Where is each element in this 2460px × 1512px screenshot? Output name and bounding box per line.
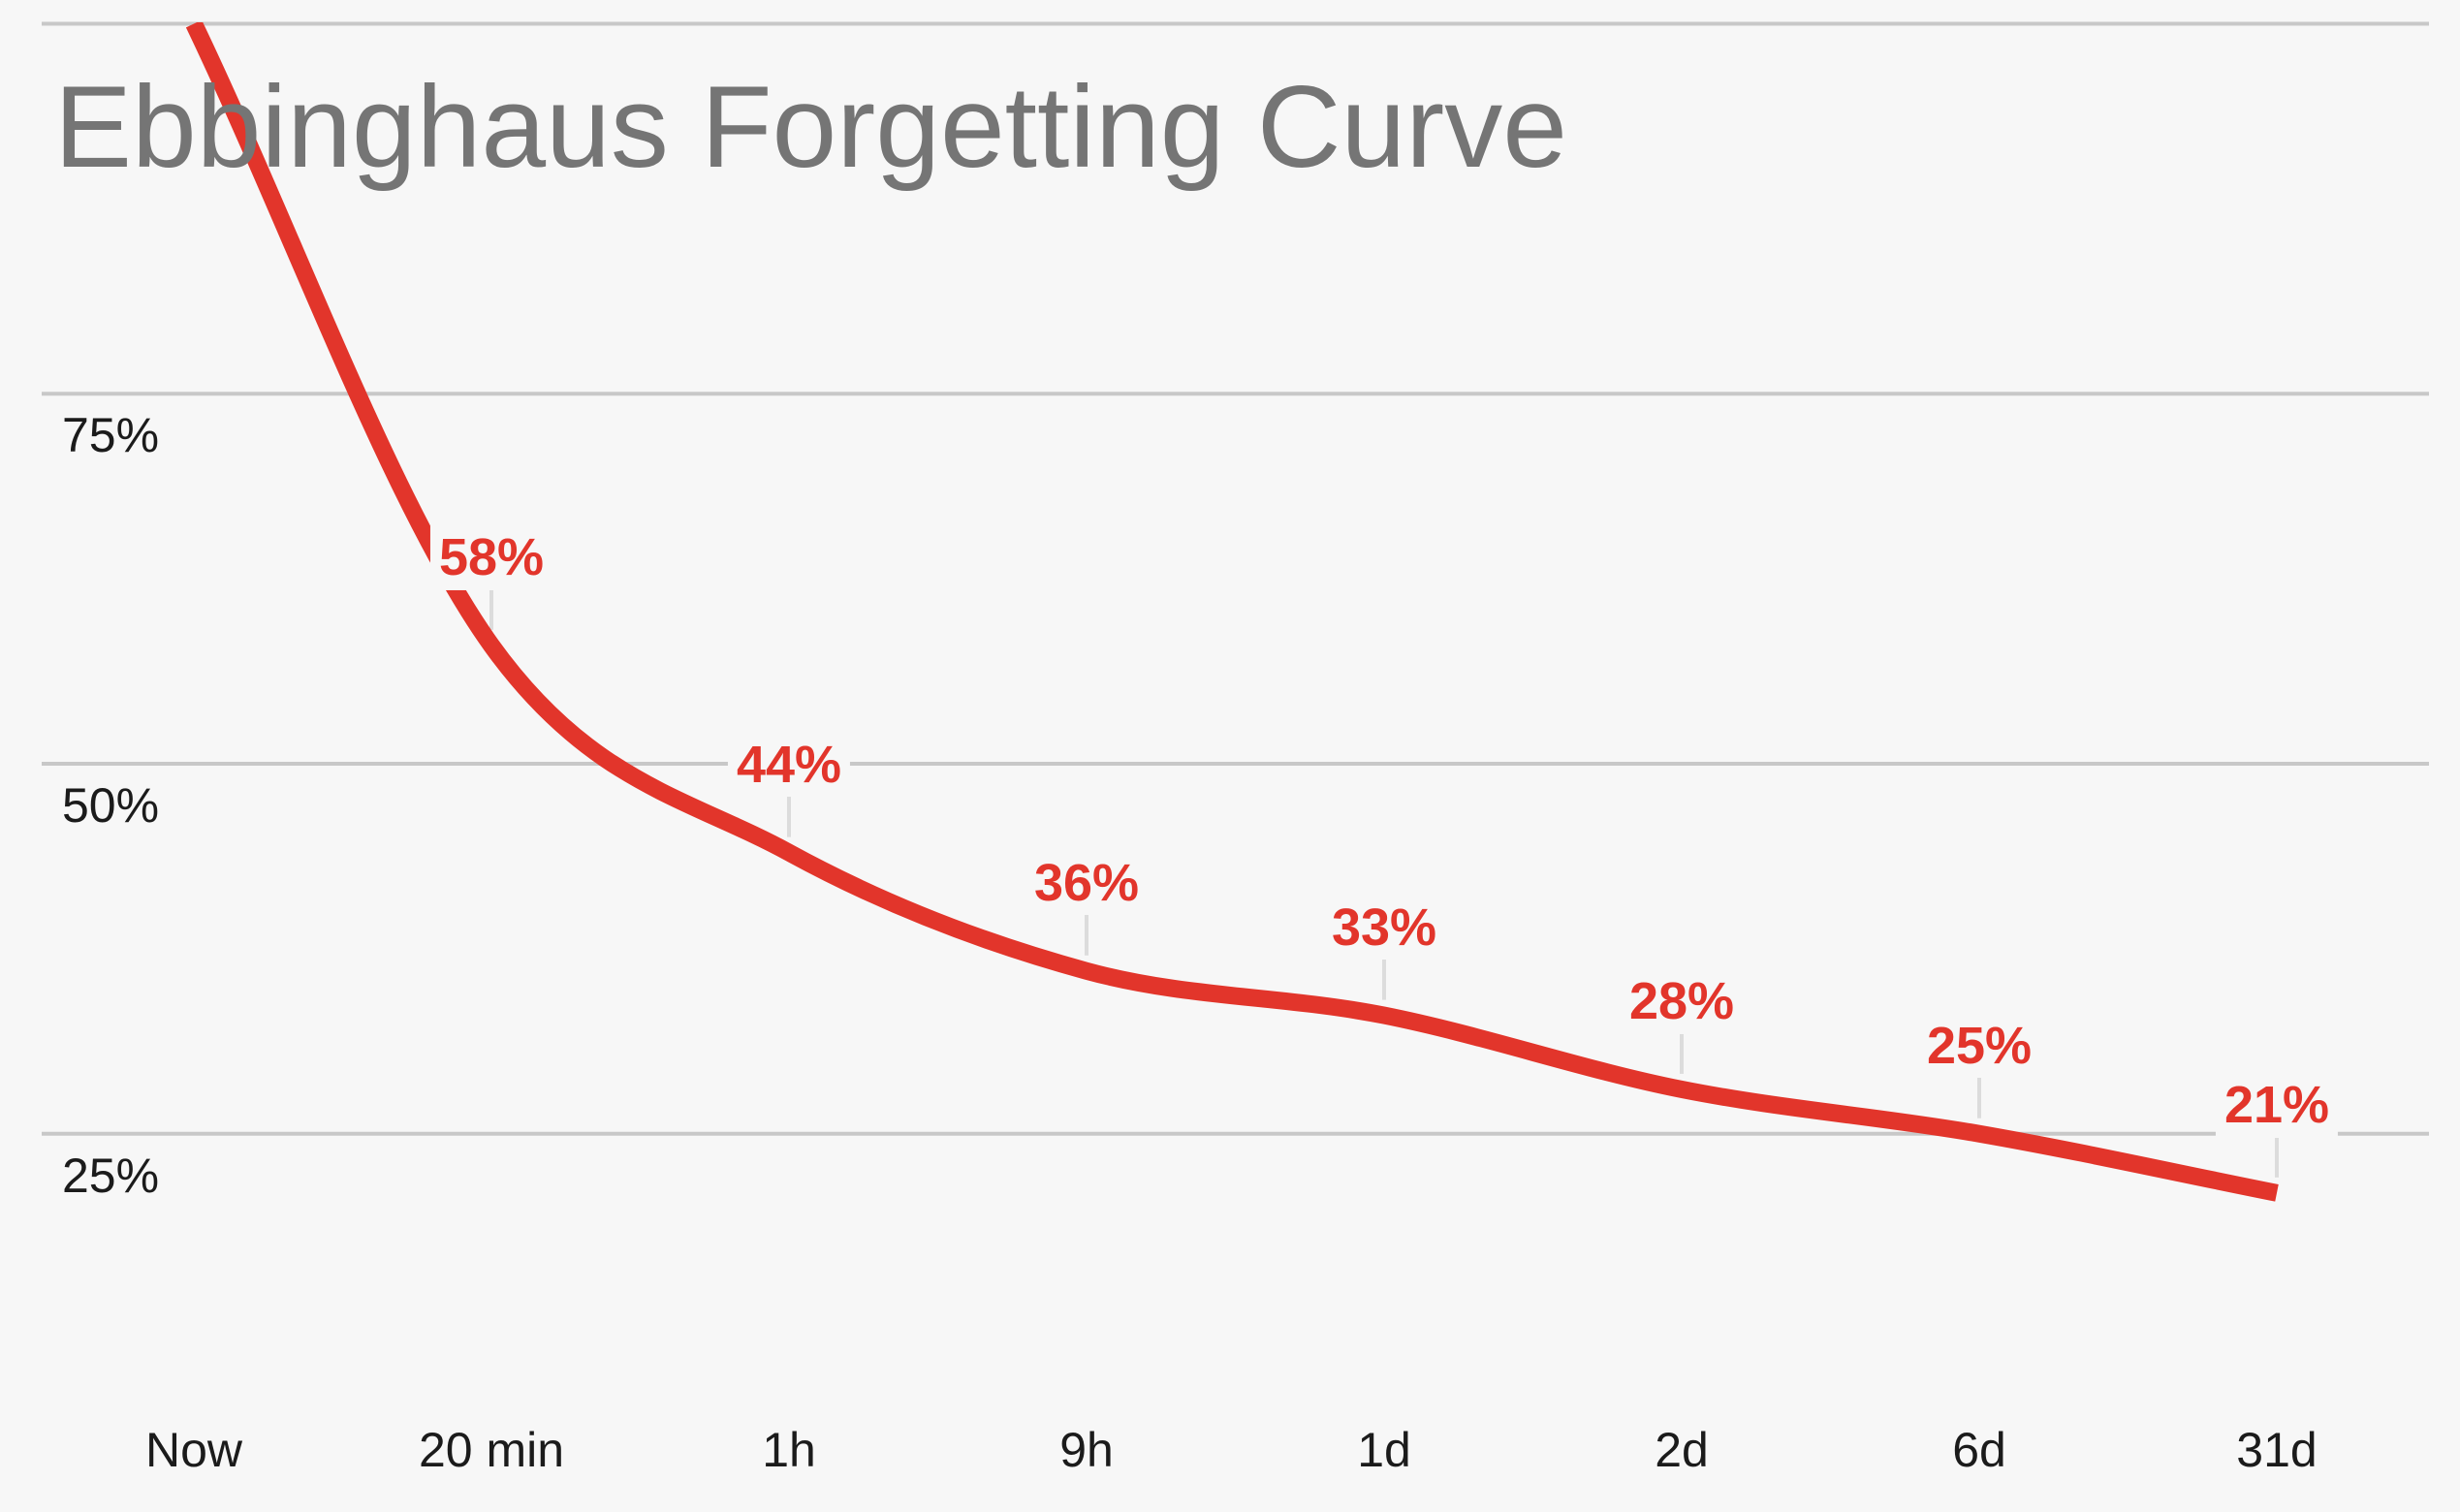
data-label-1h: 44%	[727, 732, 851, 798]
retention-curve	[185, 22, 2279, 1202]
x-axis-label-0: Now	[144, 1423, 243, 1477]
x-axis-label-7: 31d	[2236, 1423, 2318, 1477]
data-label-9h: 36%	[1025, 850, 1149, 916]
y-axis-label-50: 50%	[62, 778, 160, 833]
x-axis-label-5: 2d	[1655, 1423, 1709, 1477]
x-axis-label-3: 9h	[1059, 1423, 1114, 1477]
data-label-20-min: 58%	[429, 524, 553, 590]
x-axis-label-1: 20 min	[418, 1423, 565, 1477]
x-axis-label-6: 6d	[1952, 1423, 2006, 1477]
data-label-1d: 33%	[1322, 895, 1446, 961]
x-axis-label-4: 1d	[1357, 1423, 1411, 1477]
y-axis-label-75: 75%	[62, 408, 160, 463]
y-axis-label-25: 25%	[62, 1148, 160, 1203]
data-label-2d: 28%	[1620, 968, 1744, 1034]
data-label-6d: 25%	[1917, 1013, 2041, 1079]
x-axis-label-2: 1h	[762, 1423, 816, 1477]
chart-title: Ebbinghaus Forgetting Curve	[54, 62, 1567, 192]
data-label-31d: 21%	[2215, 1072, 2339, 1138]
